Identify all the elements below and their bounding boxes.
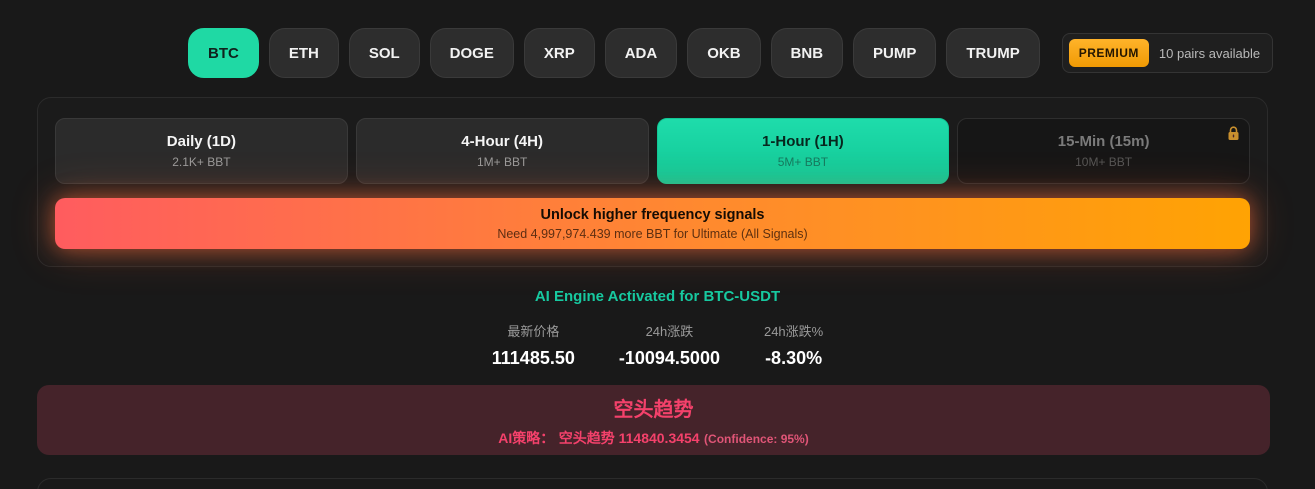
timeframe-title: 1-Hour (1H) <box>762 133 844 150</box>
coin-tab-xrp[interactable]: XRP <box>523 28 595 78</box>
timeframe-title: 15-Min (15m) <box>1057 133 1150 150</box>
coin-tab-pump[interactable]: PUMP <box>853 28 937 78</box>
premium-pairs-chip[interactable]: PREMIUM 10 pairs available <box>1061 33 1274 73</box>
timeframe-row: Daily (1D) 2.1K+ BBT 4-Hour (4H) 1M+ BBT… <box>55 118 1250 184</box>
timeframe-subtitle: 5M+ BBT <box>777 155 829 169</box>
coin-tab-eth[interactable]: ETH <box>268 28 339 78</box>
timeframe-subtitle: 1M+ BBT <box>476 155 528 169</box>
stat-24h-change: 24h涨跌 -10094.5000 <box>619 321 720 369</box>
timeframe-panel: Daily (1D) 2.1K+ BBT 4-Hour (4H) 1M+ BBT… <box>37 97 1268 267</box>
timeframe-title: Daily (1D) <box>166 133 236 150</box>
ai-engine-title: AI Engine Activated for BTC-USDT <box>534 288 781 305</box>
coin-tab-okb[interactable]: OKB <box>687 28 761 78</box>
coin-tab-ada[interactable]: ADA <box>604 28 678 78</box>
stat-label: 24h涨跌% <box>763 324 824 339</box>
stat-value: -8.30% <box>765 348 823 368</box>
timeframe-4h-button[interactable]: 4-Hour (4H) 1M+ BBT <box>355 118 649 184</box>
premium-pairs-count: 10 pairs available <box>1158 45 1261 61</box>
coin-tab-trump[interactable]: TRUMP <box>946 28 1040 78</box>
price-stats-row: 最新价格 111485.50 24h涨跌 -10094.5000 24h涨跌% … <box>492 321 823 369</box>
strategy-text: 空头趋势 114840.3454 <box>558 429 700 446</box>
timeframe-15m-button[interactable]: 15-Min (15m) 10M+ BBT <box>957 118 1250 184</box>
coin-tab-bnb[interactable]: BNB <box>770 28 844 78</box>
confidence-label: (Confidence: 95%) <box>704 431 809 446</box>
stat-24h-change-pct: 24h涨跌% -8.30% <box>764 321 823 369</box>
stat-label: 最新价格 <box>507 324 560 339</box>
premium-badge: PREMIUM <box>1068 39 1149 67</box>
timeframe-1h-button[interactable]: 1-Hour (1H) 5M+ BBT <box>656 118 950 184</box>
stat-latest-price: 最新价格 111485.50 <box>492 321 575 369</box>
coin-tab-bar: BTC ETH SOL DOGE XRP ADA OKB BNB PUMP TR… <box>188 28 1274 78</box>
coin-tab-btc[interactable]: BTC <box>188 28 259 78</box>
unlock-banner-title: Unlock higher frequency signals <box>540 206 765 223</box>
strategy-prefix: AI策略： <box>498 429 555 446</box>
coin-tab-doge[interactable]: DOGE <box>429 28 514 78</box>
coin-tab-sol[interactable]: SOL <box>348 28 420 78</box>
trend-signal-banner: 空头趋势 AI策略： 空头趋势 114840.3454 (Confidence:… <box>37 385 1270 455</box>
stat-label: 24h涨跌 <box>645 324 694 339</box>
timeframe-subtitle: 10M+ BBT <box>1075 155 1133 169</box>
trend-strategy-line: AI策略： 空头趋势 114840.3454 (Confidence: 95%) <box>498 428 808 448</box>
timeframe-title: 4-Hour (4H) <box>461 133 543 150</box>
stat-value: 111485.50 <box>491 348 575 368</box>
trend-title: 空头趋势 <box>613 398 694 421</box>
ai-engine-section: AI Engine Activated for BTC-USDT 最新价格 11… <box>0 288 1315 369</box>
unlock-frequency-banner[interactable]: Unlock higher frequency signals Need 4,9… <box>55 198 1250 249</box>
timeframe-subtitle: 2.1K+ BBT <box>172 155 231 169</box>
stat-value: -10094.5000 <box>618 348 720 368</box>
next-section-panel <box>37 478 1268 489</box>
timeframe-daily-button[interactable]: Daily (1D) 2.1K+ BBT <box>55 118 348 184</box>
lock-icon <box>1228 126 1239 140</box>
unlock-banner-subtitle: Need 4,997,974.439 more BBT for Ultimate… <box>497 226 808 241</box>
